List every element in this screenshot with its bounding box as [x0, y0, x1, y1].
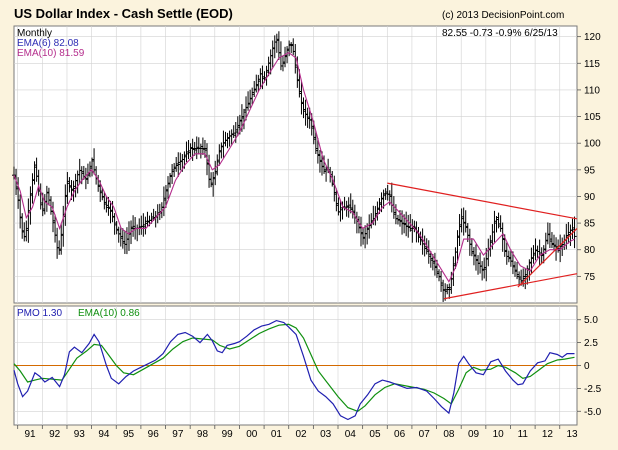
x-tick-label: 98	[197, 429, 209, 440]
period-label: Monthly	[17, 28, 52, 39]
trendlines	[387, 182, 578, 300]
pmo-y-tick-label: 5.0	[584, 315, 598, 326]
legend-pmo: PMO 1.30	[17, 308, 62, 319]
copyright-text: (c) 2013 DecisionPoint.com	[442, 10, 564, 21]
x-tick-label: 08	[443, 429, 455, 440]
pmo-series-line	[13, 319, 575, 421]
x-tick-label: 94	[98, 429, 110, 440]
x-tick-label: 92	[49, 429, 61, 440]
pmo-y-tick-label: 0	[584, 361, 590, 372]
x-tick-label: 04	[345, 429, 357, 440]
x-tick-label: 03	[320, 429, 332, 440]
legend-pmo-ema: EMA(10) 0.86	[78, 308, 140, 319]
price-y-tick-label: 85	[584, 219, 596, 230]
x-axis: 91 92 93 94 95 96 97 98 99 00 01 02 03 04 05 06 07 08 09 10…	[17, 425, 579, 440]
x-tick-label: 93	[74, 429, 86, 440]
trendline	[443, 273, 578, 300]
pmo-lines	[13, 319, 575, 421]
chart-title: US Dollar Index - Cash Settle (EOD)	[14, 6, 233, 21]
x-tick-label: 02	[295, 429, 307, 440]
x-tick-label: 97	[172, 429, 184, 440]
price-y-tick-label: 110	[584, 85, 600, 96]
x-tick-label: 05	[369, 429, 381, 440]
quote-readout: 82.55 -0.73 -0.9% 6/25/13	[442, 28, 558, 39]
trendline	[517, 227, 578, 288]
x-tick-label: 12	[542, 429, 554, 440]
x-tick-label: 11	[518, 429, 529, 440]
x-tick-label: 00	[246, 429, 258, 440]
ema-line	[13, 51, 575, 283]
price-y-tick-label: 115	[584, 59, 600, 70]
price-y-axis: 120 115 110 105 100 95 90 85 80 75	[577, 32, 601, 283]
x-tick-label: 10	[493, 429, 505, 440]
x-tick-label: 96	[148, 429, 160, 440]
x-tick-label: 07	[419, 429, 431, 440]
x-tick-label: 13	[567, 429, 579, 440]
pmo-series-line	[13, 323, 575, 412]
x-tick-label: 09	[468, 429, 480, 440]
pmo-y-tick-label: -5.0	[584, 407, 602, 418]
price-y-tick-label: 120	[584, 32, 601, 43]
pmo-y-tick-label: 2.5	[584, 338, 598, 349]
legend-ema10: EMA(10) 81.59	[17, 48, 85, 59]
pmo-y-axis: 5.0 2.5 0 -2.5 -5.0	[577, 315, 602, 418]
legend-ema6: EMA(6) 82.08	[17, 38, 79, 49]
x-tick-label: 91	[24, 429, 36, 440]
price-y-tick-label: 105	[584, 112, 601, 123]
price-ema-line	[13, 51, 575, 283]
x-tick-label: 99	[222, 429, 234, 440]
pmo-y-tick-label: -2.5	[584, 384, 602, 395]
price-y-tick-label: 80	[584, 245, 596, 256]
price-gridlines	[14, 26, 577, 303]
x-tick-label: 95	[123, 429, 135, 440]
x-tick-label: 01	[271, 429, 283, 440]
price-y-tick-label: 75	[584, 272, 596, 283]
price-y-tick-label: 100	[584, 139, 601, 150]
price-bars	[12, 31, 577, 302]
price-y-tick-label: 95	[584, 165, 596, 176]
x-tick-label: 06	[394, 429, 406, 440]
pmo-gridlines	[14, 306, 577, 425]
price-y-tick-label: 90	[584, 192, 596, 203]
trendline	[387, 182, 578, 220]
